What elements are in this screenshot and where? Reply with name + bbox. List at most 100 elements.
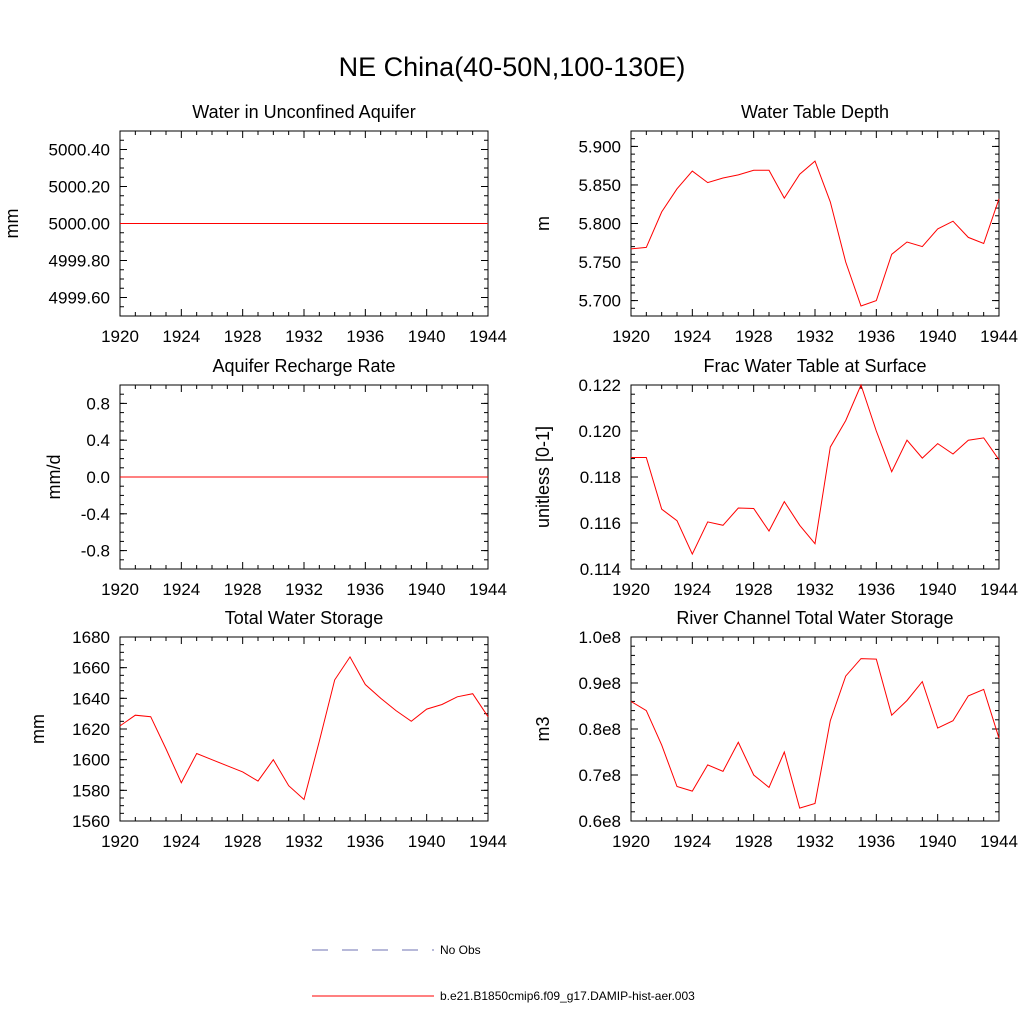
x-tick-label: 1920 (612, 327, 650, 346)
y-tick-label: 1640 (72, 689, 110, 708)
x-tick-label: 1932 (796, 832, 834, 851)
y-tick-label: 5.800 (578, 215, 621, 234)
y-tick-label: 5.850 (578, 176, 621, 195)
x-tick-label: 1936 (857, 580, 895, 599)
plot-frame (630, 130, 1000, 317)
x-tick-label: 1936 (346, 580, 384, 599)
x-tick-label: 1932 (285, 832, 323, 851)
panel-water-unconfined-aquifer: 1920 1924 1928 1932 1936 1940 1944 4999.60 4999.… (2, 102, 507, 346)
plot-frame (119, 636, 489, 822)
series-line (119, 655, 489, 801)
y-axis-label: mm (28, 714, 48, 744)
y-tick-label: 0.0 (86, 468, 110, 487)
y-tick-label: 0.118 (580, 468, 621, 487)
y-axis-label: mm (2, 209, 22, 239)
x-tick-label: 1928 (224, 327, 262, 346)
y-tick-label: 1560 (72, 812, 110, 831)
y-tick-label: 5.700 (578, 292, 621, 311)
y-tick-label: 0.4 (86, 431, 110, 450)
x-tick-label: 1924 (162, 832, 200, 851)
x-tick-label: 1924 (673, 327, 711, 346)
panel-total-water-storage: 1920 1924 1928 1932 1936 1940 1944 1560 1580 1600… (28, 608, 507, 851)
panel-title: Frac Water Table at Surface (703, 356, 926, 376)
y-tick-label: 5.900 (578, 137, 621, 156)
y-tick-label: 0.114 (580, 560, 621, 579)
y-tick-label: 1580 (72, 781, 110, 800)
y-tick-label: 0.120 (578, 422, 621, 441)
y-axis-label: m3 (533, 716, 553, 741)
x-tick-label: 1936 (346, 832, 384, 851)
x-tick-label: 1932 (285, 327, 323, 346)
x-tick-label: 1928 (224, 832, 262, 851)
y-tick-label: 1600 (72, 751, 110, 770)
x-tick-label: 1932 (796, 327, 834, 346)
x-tick-label: 1920 (101, 832, 139, 851)
y-tick-label: 0.122 (578, 376, 621, 395)
y-tick-label: 0.7e8 (578, 766, 621, 785)
y-tick-label: 0.8 (86, 394, 110, 413)
panel-title: Aquifer Recharge Rate (212, 356, 395, 376)
x-tick-label: 1940 (408, 832, 446, 851)
panel-title: Total Water Storage (225, 608, 383, 628)
y-tick-label: 5.750 (578, 253, 621, 272)
y-tick-label: 5000.20 (49, 178, 110, 197)
panel-aquifer-recharge-rate: 1920 1924 1928 1932 1936 1940 1944 -0.8 -0.4 0.0 0… (44, 356, 507, 599)
x-tick-label: 1928 (735, 580, 773, 599)
x-tick-label: 1944 (469, 832, 507, 851)
y-tick-label: -0.4 (81, 505, 110, 524)
series-line (631, 383, 1000, 556)
x-tick-label: 1936 (346, 327, 384, 346)
x-tick-label: 1932 (285, 580, 323, 599)
panel-water-table-depth: 1920 1924 1928 1932 1936 1940 1944 5.700 5.750 5.… (533, 102, 1018, 346)
x-tick-label: 1944 (980, 327, 1018, 346)
x-tick-label: 1944 (469, 327, 507, 346)
x-tick-label: 1932 (796, 580, 834, 599)
series-line (630, 160, 1000, 307)
panel-river-channel-storage: 1920 1924 1928 1932 1936 1940 1944 0.6e8 0.7e8 0.… (533, 608, 1018, 851)
x-tick-label: 1928 (735, 327, 773, 346)
x-tick-label: 1936 (857, 327, 895, 346)
x-tick-label: 1924 (673, 580, 711, 599)
x-tick-label: 1928 (735, 832, 773, 851)
y-tick-label: 1620 (72, 720, 110, 739)
panel-title: Water in Unconfined Aquifer (192, 102, 415, 122)
y-tick-label: 0.116 (580, 514, 621, 533)
y-tick-label: 4999.80 (49, 252, 110, 271)
y-tick-label: 4999.60 (49, 289, 110, 308)
x-tick-label: 1920 (101, 580, 139, 599)
y-tick-label: 0.6e8 (578, 812, 621, 831)
x-tick-label: 1920 (101, 327, 139, 346)
y-tick-label: 5000.40 (49, 141, 110, 160)
x-tick-label: 1928 (224, 580, 262, 599)
panel-title: Water Table Depth (741, 102, 889, 122)
y-tick-label: 0.9e8 (578, 674, 621, 693)
y-axis-label: unitless [0-1] (533, 426, 553, 528)
y-tick-label: 1.0e8 (578, 628, 621, 647)
x-tick-label: 1944 (980, 832, 1018, 851)
y-axis-label: m (533, 216, 553, 231)
x-tick-label: 1936 (857, 832, 895, 851)
series-line (630, 658, 1000, 809)
x-tick-label: 1920 (612, 832, 650, 851)
y-axis-label: mm/d (44, 455, 64, 500)
x-tick-label: 1944 (469, 580, 507, 599)
page-title: NE China(40-50N,100-130E) (338, 52, 686, 82)
x-tick-label: 1940 (408, 327, 446, 346)
x-tick-label: 1940 (408, 580, 446, 599)
plot-frame (630, 636, 1000, 822)
x-tick-label: 1924 (162, 327, 200, 346)
x-tick-label: 1940 (919, 580, 957, 599)
x-tick-label: 1944 (980, 580, 1018, 599)
x-tick-label: 1924 (162, 580, 200, 599)
x-tick-label: 1940 (919, 327, 957, 346)
y-tick-label: 0.8e8 (578, 720, 621, 739)
panel-title: River Channel Total Water Storage (676, 608, 953, 628)
y-tick-label: 1680 (72, 628, 110, 647)
x-tick-label: 1924 (673, 832, 711, 851)
x-tick-label: 1940 (919, 832, 957, 851)
x-tick-label: 1920 (612, 580, 650, 599)
y-tick-label: 5000.00 (49, 215, 110, 234)
y-tick-label: -0.8 (81, 542, 110, 561)
panel-frac-water-table-surface: 1920 1924 1928 1932 1936 1940 1944 0.114 0.116 0.… (533, 356, 1018, 599)
